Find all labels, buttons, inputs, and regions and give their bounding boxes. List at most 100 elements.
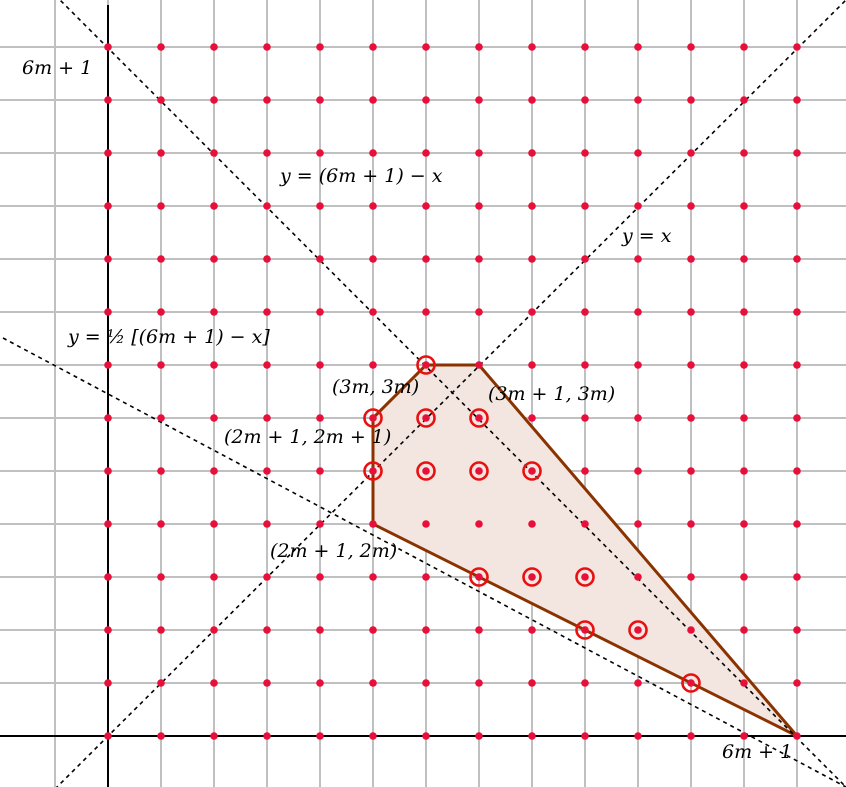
lattice-dot <box>475 414 483 422</box>
lattice-dot <box>687 520 695 528</box>
lattice-dot <box>210 202 218 210</box>
lattice-dot <box>634 626 642 634</box>
lattice-dot <box>634 43 642 51</box>
lattice-dot <box>634 96 642 104</box>
lattice-dot <box>740 573 748 581</box>
lattice-dot <box>369 308 377 316</box>
lattice-dot <box>740 43 748 51</box>
lattice-dot <box>422 679 430 687</box>
lattice-dot <box>422 149 430 157</box>
lattice-dot <box>634 520 642 528</box>
lattice-dot <box>793 414 801 422</box>
lattice-dot <box>104 520 112 528</box>
lattice-dot <box>581 679 589 687</box>
lattice-dot <box>793 202 801 210</box>
lattice-dot <box>157 679 165 687</box>
lattice-dot <box>263 308 271 316</box>
lattice-dot <box>687 43 695 51</box>
lattice-dot <box>104 679 112 687</box>
lattice-dot <box>210 255 218 263</box>
circled-lattice-point <box>628 620 648 640</box>
lattice-dot <box>793 732 801 740</box>
lattice-dot <box>369 202 377 210</box>
lattice-dot <box>793 308 801 316</box>
lattice-dot <box>475 202 483 210</box>
lattice-dot <box>528 308 536 316</box>
lattice-dot <box>422 361 430 369</box>
lattice-dot <box>422 732 430 740</box>
lattice-dot <box>422 308 430 316</box>
lattice-dot <box>316 732 324 740</box>
lattice-dot <box>528 202 536 210</box>
lattice-dot <box>687 255 695 263</box>
line-y-equals-x <box>55 0 846 787</box>
lattice-dot <box>316 573 324 581</box>
circled-lattice-point <box>469 461 489 481</box>
lattice-dot <box>104 732 112 740</box>
lattice-dot <box>157 361 165 369</box>
lattice-dot <box>475 149 483 157</box>
lattice-dot <box>634 732 642 740</box>
feasible-region <box>371 363 799 738</box>
lattice-dot <box>687 149 695 157</box>
lattice-dot <box>687 96 695 104</box>
lattice-dot <box>104 96 112 104</box>
circled-lattice-point <box>416 355 436 375</box>
lattice-dot <box>422 96 430 104</box>
lattice-dot <box>210 679 218 687</box>
lattice-dot <box>104 43 112 51</box>
lattice-dot <box>316 255 324 263</box>
lattice-dot <box>687 732 695 740</box>
lattice-dot <box>316 202 324 210</box>
lattice-dot <box>369 414 377 422</box>
lattice-dot <box>263 361 271 369</box>
lattice-dot <box>793 361 801 369</box>
lattice-dot <box>263 96 271 104</box>
lattice-dot <box>528 626 536 634</box>
lattice-dot <box>793 520 801 528</box>
lattice-dot <box>475 732 483 740</box>
lattice-dot <box>740 467 748 475</box>
lattice-dot <box>581 573 589 581</box>
circled-lattice-point <box>363 461 383 481</box>
lattice-dot <box>581 202 589 210</box>
lattice-dot <box>210 467 218 475</box>
labels: 6m + 1 6m + 1 y = (6m + 1) − x y = x y =… <box>22 57 792 763</box>
lattice-dot <box>475 467 483 475</box>
lattice-dot <box>369 679 377 687</box>
y-axis-label: 6m + 1 <box>22 57 92 79</box>
lattice-dot <box>157 308 165 316</box>
lattice-dot <box>157 520 165 528</box>
lattice-dot <box>263 414 271 422</box>
lattice-dot <box>528 43 536 51</box>
lattice-dot <box>687 467 695 475</box>
lattice-dot <box>369 96 377 104</box>
lattice-dot <box>793 96 801 104</box>
lattice-dot <box>316 43 324 51</box>
lattice-dot <box>475 96 483 104</box>
lattice-dot <box>316 96 324 104</box>
line-label-half: y = ½ [(6m + 1) − x] <box>67 326 270 348</box>
lattice-dot <box>157 96 165 104</box>
lattice-dot <box>740 626 748 634</box>
lattice-dot <box>740 520 748 528</box>
lattice-dot <box>263 679 271 687</box>
lattice-dot <box>581 414 589 422</box>
lattice-dot <box>104 361 112 369</box>
lattice-dot <box>740 149 748 157</box>
lattice-dot <box>369 732 377 740</box>
lattice-dot <box>687 414 695 422</box>
circled-lattice-point <box>469 567 489 587</box>
lattice-dot <box>740 679 748 687</box>
lattice-dot <box>793 255 801 263</box>
line-label-diag-down: y = (6m + 1) − x <box>279 165 443 187</box>
lattice-dot <box>634 255 642 263</box>
circled-lattice-point <box>416 408 436 428</box>
lattice-dot <box>528 361 536 369</box>
lattice-dot <box>157 414 165 422</box>
lattice-dot <box>369 573 377 581</box>
lattice-dot <box>740 255 748 263</box>
circled-lattice-point <box>575 567 595 587</box>
lattice-dot <box>422 520 430 528</box>
lattice-dot <box>581 255 589 263</box>
